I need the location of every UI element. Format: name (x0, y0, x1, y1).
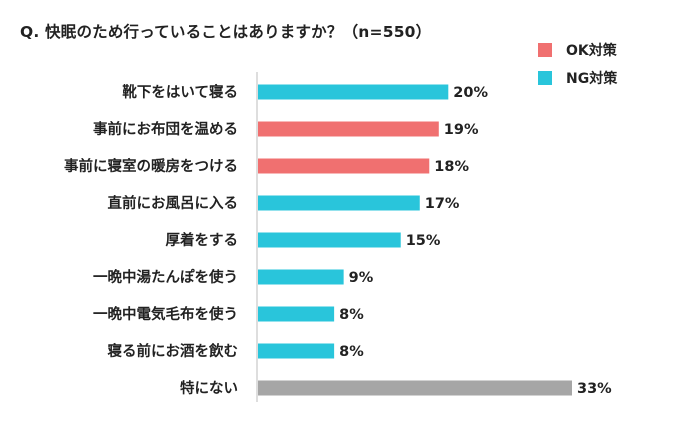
value-label: 17% (425, 196, 460, 212)
legend-label-ok: OK対策 (566, 43, 617, 59)
category-label: 靴下をはいて寝る (122, 83, 238, 101)
category-label: 寝る前にお酒を飲む (108, 342, 239, 360)
bar (258, 306, 335, 322)
bar (258, 84, 449, 100)
category-label: 厚着をする (166, 231, 239, 249)
bar (258, 121, 439, 137)
value-label: 9% (349, 270, 374, 286)
bar (258, 269, 344, 285)
category-label: 直前にお風呂に入る (108, 194, 239, 212)
legend-label-ng: NG対策 (566, 71, 618, 87)
bar (258, 380, 572, 396)
value-label: 20% (453, 85, 488, 101)
category-label: 特にない (180, 379, 238, 397)
bar (258, 195, 420, 211)
bar (258, 343, 335, 359)
legend-item-ng: NG対策 (538, 64, 617, 92)
value-label: 8% (339, 344, 364, 360)
legend-swatch-ng (538, 71, 552, 85)
category-label: 一晩中電気毛布を使う (93, 305, 238, 323)
value-label: 15% (406, 233, 441, 249)
category-label: 事前にお布団を温める (93, 120, 238, 138)
legend-item-ok: OK対策 (538, 36, 617, 64)
bar (258, 158, 430, 174)
bar (258, 232, 401, 248)
chart-title: Q. 快眠のため行っていることはありますか？（n=550） (20, 23, 432, 41)
value-label: 18% (434, 159, 469, 175)
legend-swatch-ok (538, 43, 552, 57)
category-label: 一晩中湯たんぽを使う (93, 268, 238, 286)
value-label: 8% (339, 307, 364, 323)
category-label: 事前に寝室の暖房をつける (64, 157, 238, 175)
value-label: 19% (444, 122, 479, 138)
legend: OK対策 NG対策 (538, 36, 617, 92)
value-label: 33% (577, 381, 612, 397)
